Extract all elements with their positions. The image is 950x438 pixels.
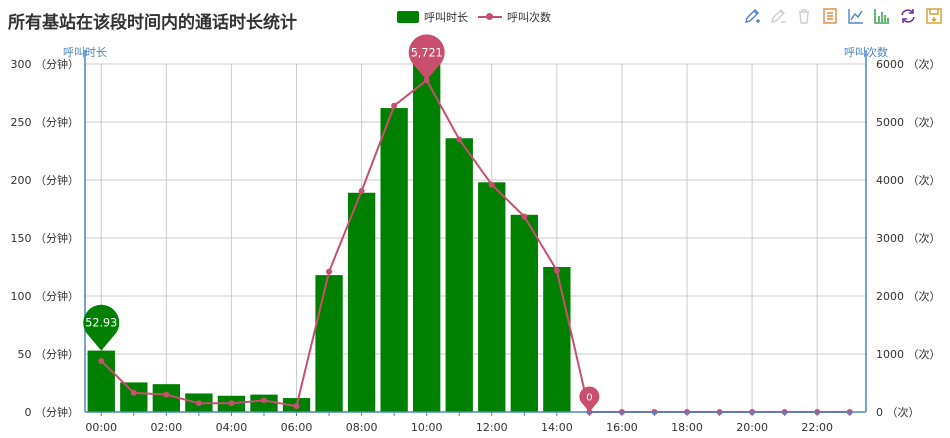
line-point	[195, 400, 202, 407]
x-tick-label: 08:00	[346, 421, 378, 434]
toolbox	[736, 6, 944, 26]
marker-layer: 52.93 5,721 0	[83, 34, 600, 412]
y-right-tick-label: 5000 （次）	[876, 115, 941, 129]
marker-label: 5,721	[411, 46, 443, 59]
bar	[478, 182, 506, 412]
chart-title: 所有基站在该段时间内的通话时长统计	[8, 13, 297, 33]
line-point	[456, 136, 463, 143]
y-right-tick-label: 4000 （次）	[876, 173, 941, 187]
label-layer: 0 （分钟） 0 （次） 50 （分钟） 1000 （次） 100 （分钟） 2000 （…	[11, 45, 941, 434]
y-left-tick-label: 200 （分钟）	[11, 173, 80, 187]
marker-label: 0	[586, 393, 592, 404]
line-point	[326, 268, 333, 275]
bar-chart-icon[interactable]	[872, 6, 892, 26]
bar	[445, 138, 473, 413]
marker-pin	[408, 34, 445, 81]
legend-swatch-line	[478, 11, 502, 23]
x-tick-label: 16:00	[606, 421, 638, 434]
y-right-tick-label: 3000 （次）	[876, 231, 941, 245]
y-left-tick-label: 150 （分钟）	[11, 231, 80, 245]
eraser-icon[interactable]	[768, 6, 788, 26]
line-layer	[98, 77, 853, 415]
x-tick-label: 18:00	[671, 421, 703, 434]
line-point	[391, 102, 398, 109]
line-point	[228, 400, 235, 407]
x-tick-label: 20:00	[736, 421, 768, 434]
x-tick-label: 06:00	[281, 421, 313, 434]
pencil-icon[interactable]	[742, 6, 762, 26]
bar	[380, 108, 408, 412]
legend: 呼叫时长 呼叫次数	[397, 9, 561, 25]
bar-layer	[87, 64, 571, 413]
line-chart-icon[interactable]	[846, 6, 866, 26]
bar	[510, 214, 538, 412]
legend-label-count: 呼叫次数	[507, 11, 551, 24]
data-marker-pin: 52.93	[83, 304, 120, 351]
line-point	[260, 397, 267, 404]
axis-layer	[84, 50, 867, 416]
x-tick-label: 00:00	[85, 421, 117, 434]
y-right-tick-label: 0 （次）	[876, 405, 920, 419]
data-marker-pin: 5,721	[408, 34, 445, 81]
marker-pin	[579, 386, 600, 412]
marker-pin	[83, 304, 120, 351]
legend-label-duration: 呼叫时长	[424, 11, 468, 24]
y-right-axis-label: 呼叫次数	[844, 45, 888, 59]
line-point	[130, 389, 137, 396]
line-point	[521, 213, 528, 220]
legend-swatch-bar	[397, 11, 419, 23]
legend-item-duration[interactable]: 呼叫时长	[397, 9, 468, 25]
x-tick-label: 02:00	[151, 421, 183, 434]
bar	[152, 384, 181, 412]
save-image-icon[interactable]	[924, 6, 944, 26]
line-point	[553, 267, 560, 274]
bar	[413, 64, 441, 412]
bar	[120, 382, 148, 412]
marker-label: 52.93	[85, 317, 117, 330]
y-right-tick-label: 2000 （次）	[876, 289, 941, 303]
line-point	[358, 188, 365, 195]
x-tick-label: 04:00	[216, 421, 248, 434]
bar	[315, 275, 343, 412]
x-tick-label: 22:00	[801, 421, 833, 434]
y-right-tick-label: 1000 （次）	[876, 347, 941, 361]
y-right-tick-label: 6000 （次）	[876, 57, 941, 71]
y-left-axis-label: 呼叫时长	[63, 46, 107, 59]
bar	[543, 267, 571, 412]
bar	[347, 192, 376, 412]
series-line	[100, 78, 850, 413]
restore-icon[interactable]	[898, 6, 918, 26]
data-view-icon[interactable]	[820, 6, 840, 26]
x-tick-label: 14:00	[541, 421, 573, 434]
trash-icon[interactable]	[794, 6, 814, 26]
data-marker-pin: 0	[579, 386, 600, 412]
y-left-tick-label: 50 （分钟）	[18, 347, 80, 361]
line-point	[293, 403, 300, 410]
line-point	[163, 391, 170, 398]
y-left-tick-label: 100 （分钟）	[11, 289, 80, 303]
line-point	[98, 357, 105, 364]
grid-layer	[85, 63, 866, 413]
y-left-tick-label: 250 （分钟）	[11, 115, 80, 129]
line-point	[488, 181, 495, 188]
y-left-tick-label: 0 （分钟）	[25, 405, 80, 419]
y-left-tick-label: 300 （分钟）	[11, 57, 80, 71]
x-tick-label: 10:00	[411, 421, 443, 434]
legend-item-count[interactable]: 呼叫次数	[478, 9, 551, 25]
x-tick-label: 12:00	[476, 421, 508, 434]
